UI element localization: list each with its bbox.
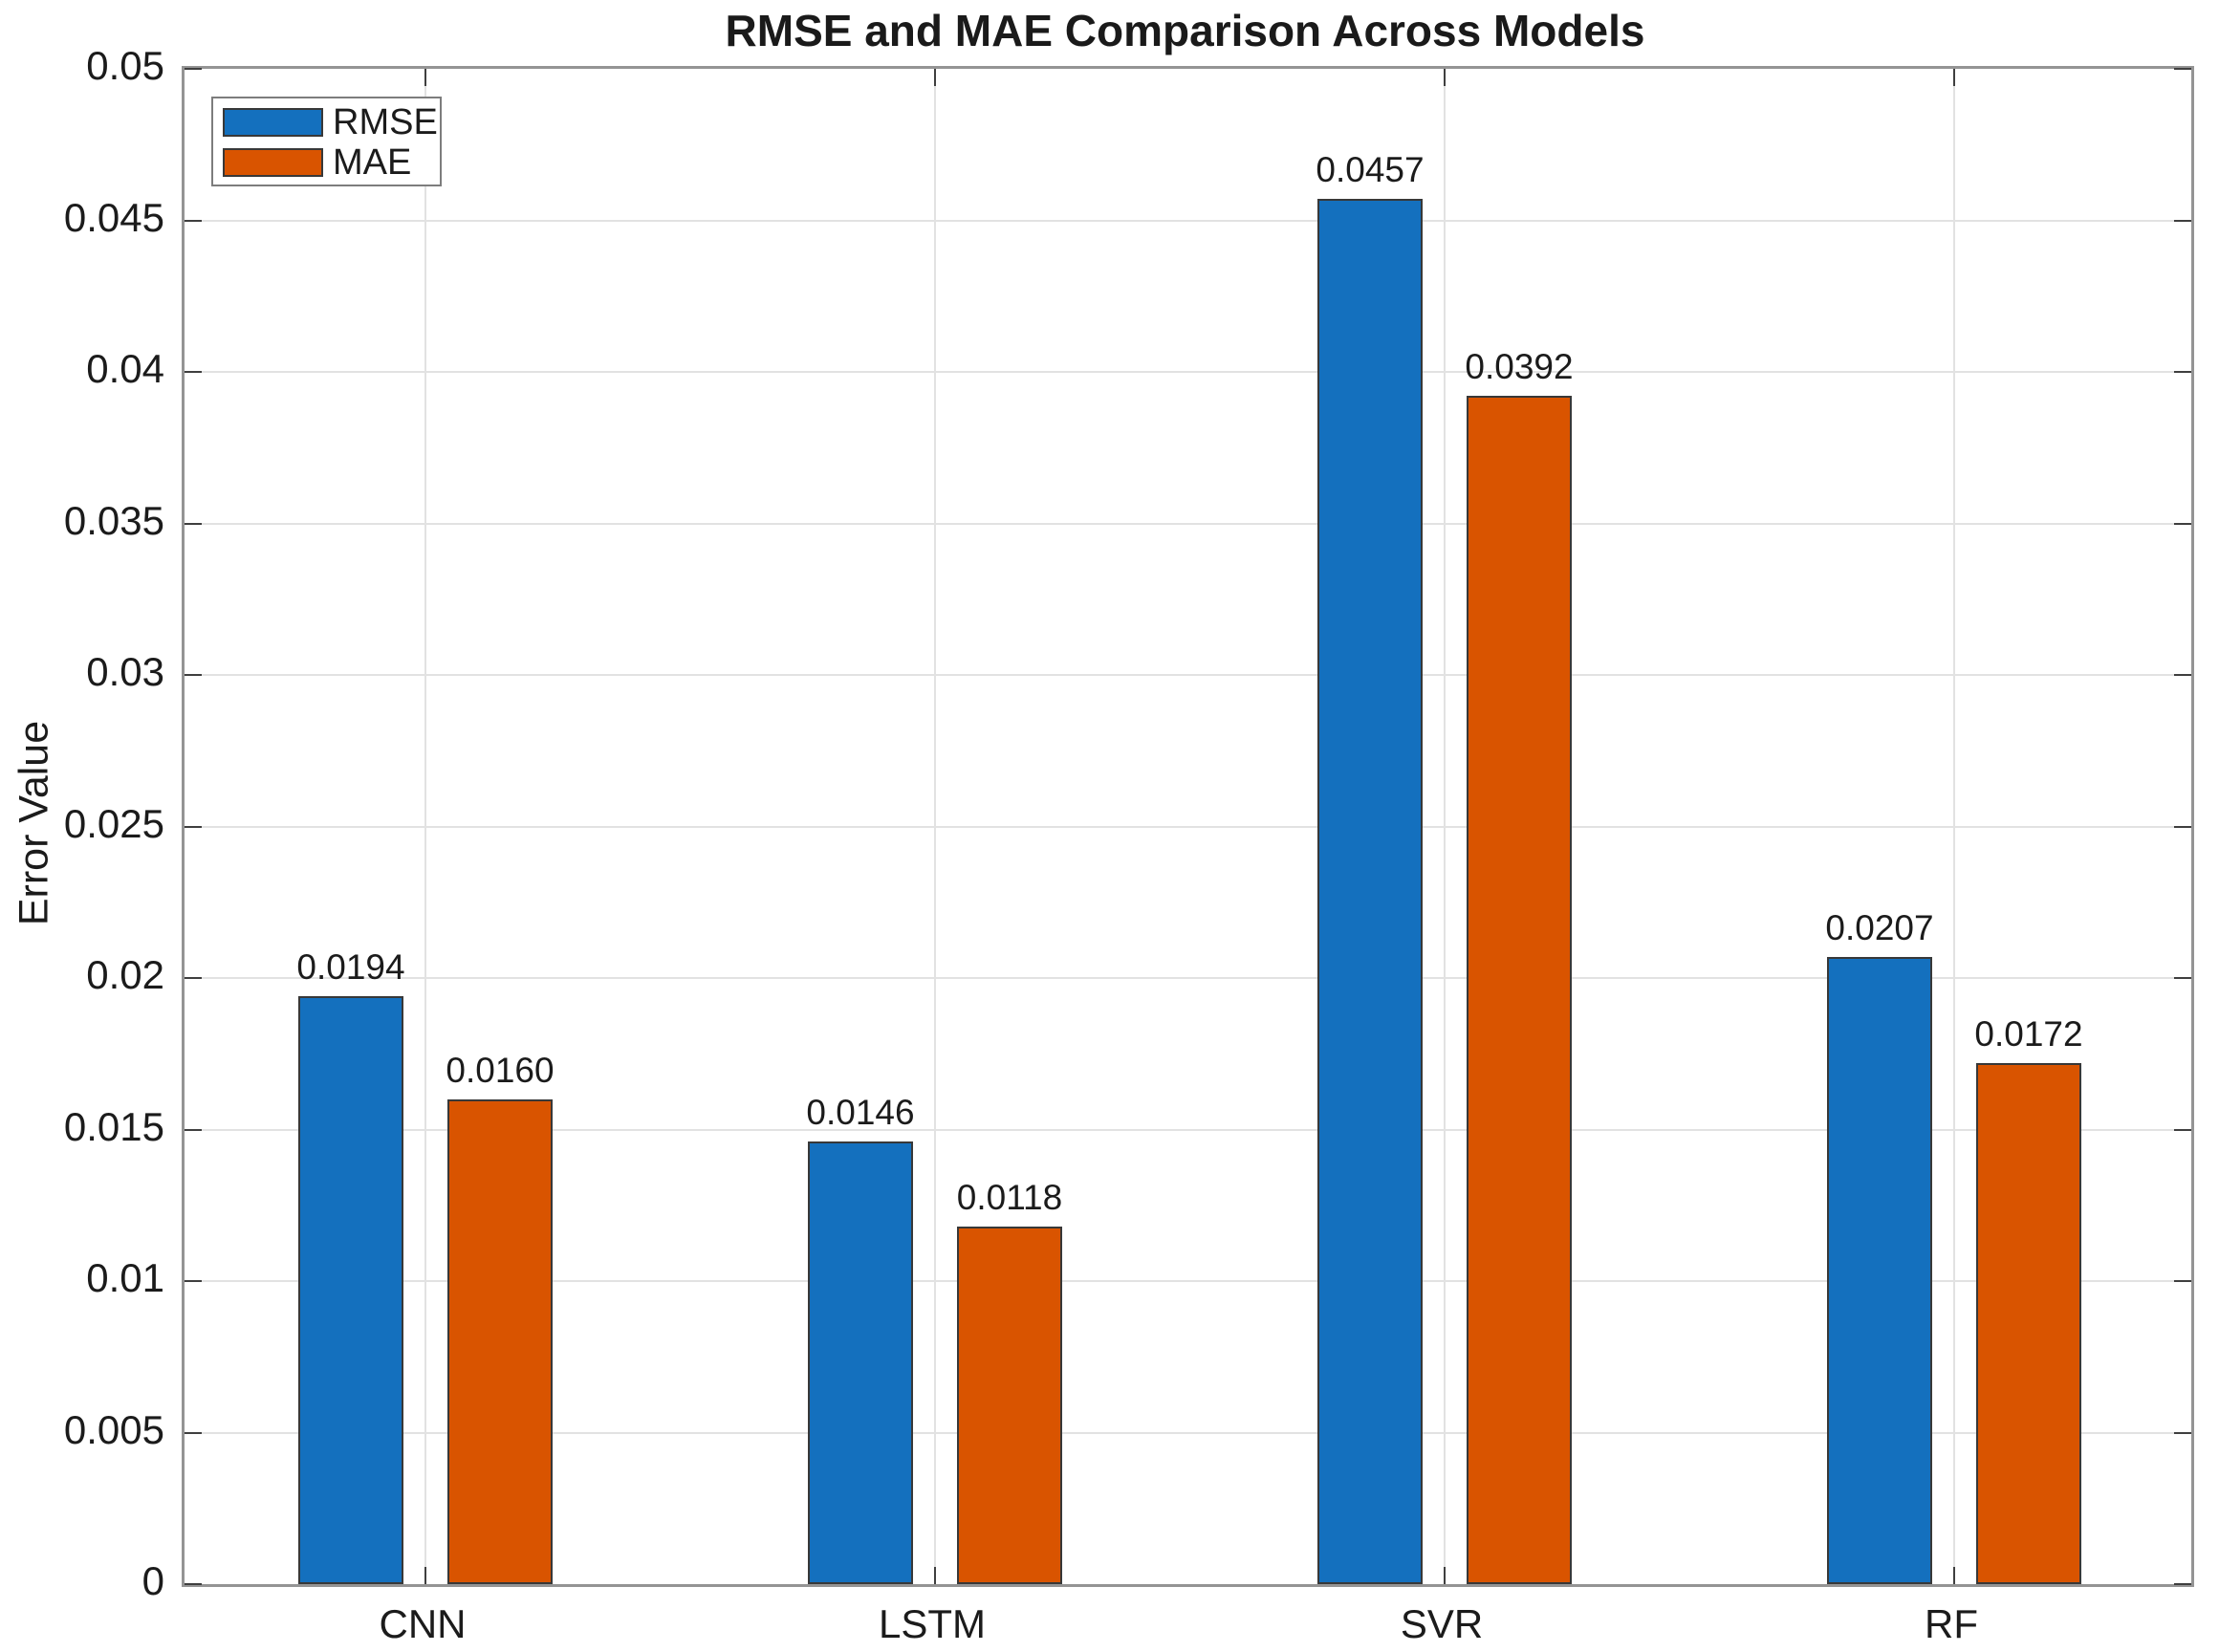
bar-value-label: 0.0160 xyxy=(446,1050,555,1090)
y-axis-tick xyxy=(2174,1431,2191,1434)
x-tick-label-cnn: CNN xyxy=(379,1601,467,1646)
gridline-horizontal xyxy=(185,1431,2191,1434)
legend-label-rmse: RMSE xyxy=(333,102,438,142)
y-axis-tick xyxy=(2174,1280,2191,1282)
gridline-horizontal xyxy=(185,674,2191,676)
legend-item-mae: MAE xyxy=(223,144,411,181)
y-axis-tick xyxy=(185,825,202,828)
gridline-horizontal xyxy=(185,1128,2191,1131)
y-tick-label: 0.025 xyxy=(63,800,164,846)
gridline-horizontal xyxy=(185,977,2191,979)
y-axis-tick xyxy=(2174,977,2191,979)
gridline-horizontal xyxy=(185,219,2191,222)
gridline-vertical xyxy=(1953,69,1955,1584)
x-axis-tick xyxy=(1444,69,1446,86)
y-axis-tick xyxy=(2174,825,2191,828)
chart-title: RMSE and MAE Comparison Across Models xyxy=(725,6,1645,55)
legend-item-rmse: RMSE xyxy=(223,104,438,141)
gridline-horizontal xyxy=(185,522,2191,525)
x-axis-tick xyxy=(424,1567,426,1584)
legend: RMSE MAE xyxy=(211,97,442,186)
x-axis-tick xyxy=(934,1567,936,1584)
y-axis-tick xyxy=(2174,68,2191,70)
gridline-horizontal xyxy=(185,1280,2191,1282)
y-axis-tick xyxy=(2174,1128,2191,1131)
gridline-horizontal xyxy=(185,371,2191,373)
y-axis-tick xyxy=(2174,1583,2191,1585)
bar-rmse-cnn xyxy=(298,996,403,1584)
y-tick-label: 0.01 xyxy=(86,1255,164,1300)
bar-rmse-lstm xyxy=(808,1141,913,1584)
x-axis-tick xyxy=(1444,1567,1446,1584)
bar-value-label: 0.0392 xyxy=(1465,347,1574,387)
x-tick-label-lstm: LSTM xyxy=(878,1601,986,1646)
y-tick-label: 0.05 xyxy=(86,43,164,88)
y-axis-tick xyxy=(185,371,202,373)
y-axis-tick xyxy=(2174,674,2191,676)
gridline-vertical xyxy=(1444,69,1446,1584)
y-axis-tick xyxy=(185,977,202,979)
bar-value-label: 0.0457 xyxy=(1316,150,1425,190)
bar-value-label: 0.0207 xyxy=(1825,907,1934,947)
y-axis-tick xyxy=(2174,219,2191,222)
gridline-vertical xyxy=(424,69,426,1584)
y-tick-label: 0.02 xyxy=(86,952,164,997)
bar-mae-svr xyxy=(1467,396,1572,1584)
plot-area: RMSE MAE 0.0194 0.0146 0.0457 0.0207 0.0160 0.… xyxy=(182,66,2194,1587)
y-tick-label: 0.045 xyxy=(63,194,164,240)
y-tick-label: 0.035 xyxy=(63,497,164,543)
y-axis-tick xyxy=(185,219,202,222)
bar-value-label: 0.0118 xyxy=(956,1177,1063,1217)
legend-label-mae: MAE xyxy=(333,142,412,183)
bar-mae-lstm xyxy=(957,1226,1062,1584)
x-axis-tick xyxy=(424,69,426,86)
x-tick-label-rf: RF xyxy=(1925,1601,1978,1646)
x-axis-tick xyxy=(934,69,936,86)
bar-rmse-svr xyxy=(1317,199,1423,1584)
y-tick-label: 0.03 xyxy=(86,649,164,694)
y-axis-tick xyxy=(2174,371,2191,373)
x-axis-tick xyxy=(1953,1567,1955,1584)
bar-mae-cnn xyxy=(447,1098,553,1584)
y-axis-tick xyxy=(185,68,202,70)
legend-swatch-mae xyxy=(223,148,323,177)
x-axis-tick xyxy=(1953,69,1955,86)
bar-mae-rf xyxy=(1976,1062,2081,1584)
y-axis-tick xyxy=(185,1583,202,1585)
y-axis-tick xyxy=(185,1280,202,1282)
bar-value-label: 0.0172 xyxy=(1974,1013,2083,1054)
y-tick-label: 0.005 xyxy=(63,1406,164,1452)
y-axis-tick xyxy=(185,674,202,676)
y-axis-tick xyxy=(185,522,202,525)
y-axis-tick xyxy=(185,1128,202,1131)
y-axis-tick xyxy=(2174,522,2191,525)
y-tick-label: 0 xyxy=(141,1558,164,1603)
gridline-horizontal xyxy=(185,825,2191,828)
y-tick-label: 0.015 xyxy=(63,1103,164,1149)
y-tick-label: 0.04 xyxy=(86,346,164,391)
bar-value-label: 0.0194 xyxy=(296,947,405,988)
y-axis-tick xyxy=(185,1431,202,1434)
gridline-vertical xyxy=(934,69,936,1584)
bar-value-label: 0.0146 xyxy=(806,1093,915,1133)
bar-rmse-rf xyxy=(1827,956,1932,1584)
x-tick-label-svr: SVR xyxy=(1400,1601,1484,1646)
legend-swatch-rmse xyxy=(223,108,323,137)
